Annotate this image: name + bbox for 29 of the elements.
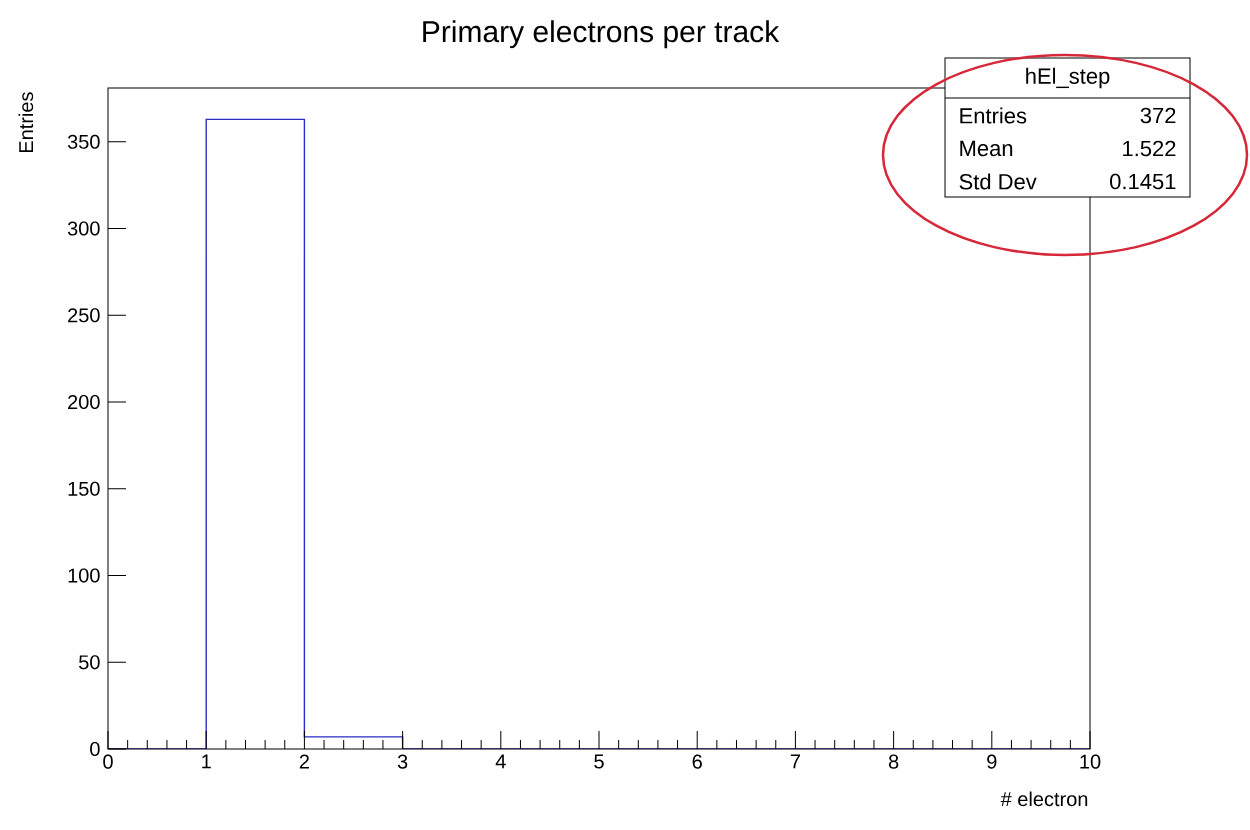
y-tick-label: 250 [68,308,100,323]
y-axis-title: Entries [18,92,34,153]
y-tick-label: 100 [68,568,100,583]
x-tick-label: 7 [790,754,800,769]
y-tick-label: 350 [67,134,100,149]
x-tick-label: 3 [397,754,408,769]
annotation: Entries [960,107,1027,124]
x-tick-label: 0 [103,754,113,769]
x-tick-label: 5 [594,754,604,769]
text: 1.522 [1123,140,1176,157]
y-tick-label: 150 [68,481,100,496]
text: 372 [1140,107,1176,124]
y-tick-label: 200 [68,394,100,410]
x-tick-label: 1 [202,754,211,769]
annotation: Std Dev [959,173,1037,190]
annotation: Mean [960,140,1013,157]
x-axis-title: # electron [1000,791,1088,807]
y-tick-label: 50 [79,655,100,670]
text: 0.1451 [1110,173,1176,190]
chart-title: Primary electrons per track [423,20,780,49]
x-tick-label: 10 [1080,754,1101,769]
y-tick-label: 300 [67,221,100,236]
x-tick-label: 2 [299,754,309,769]
x-tick-label: 8 [888,754,899,769]
x-tick-label: 4 [495,754,506,769]
x-tick-label: 9 [987,754,997,769]
x-tick-label: 6 [692,754,702,769]
annotation: hEl_step [1026,67,1110,89]
y-tick-label: 0 [90,741,100,757]
